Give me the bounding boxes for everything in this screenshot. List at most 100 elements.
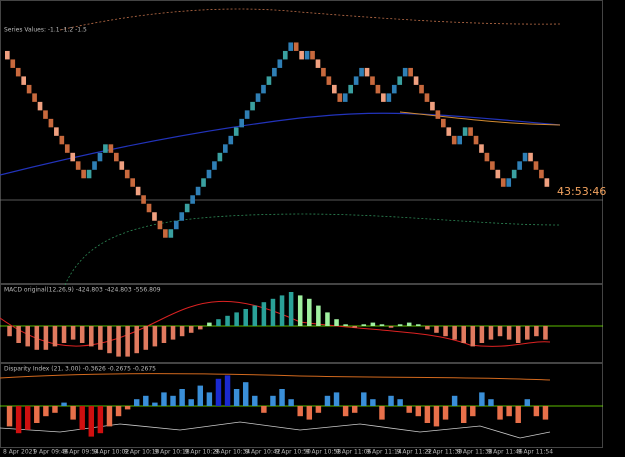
renko-brick [430, 101, 435, 111]
renko-brick [86, 169, 92, 179]
time-label: 9 Apr 10:02 [94, 449, 129, 456]
disparity-bar [524, 399, 531, 406]
disparity-bar [152, 402, 158, 406]
renko-brick [157, 220, 163, 230]
renko-brick [462, 127, 468, 136]
macd-bar [443, 326, 448, 337]
disparity-bar [52, 406, 58, 413]
renko-brick [146, 203, 152, 213]
disparity-bar [433, 406, 440, 427]
disparity-bar [143, 395, 149, 406]
renko-brick [402, 67, 408, 77]
renko-brick [119, 161, 125, 170]
renko-brick [261, 84, 266, 94]
disparity-bar [406, 406, 412, 413]
disparity-bar [106, 406, 113, 427]
renko-brick [135, 186, 141, 196]
macd-bar [379, 324, 385, 326]
disparity-bar [279, 389, 285, 406]
renko-brick [223, 144, 228, 153]
macd-bar [43, 326, 49, 350]
disparity-bar [488, 399, 494, 406]
renko-brick [332, 84, 337, 94]
time-label: 9 Apr 10:42 [245, 449, 280, 456]
disparity-bar [233, 389, 240, 406]
renko-brick [239, 118, 244, 128]
macd-bar [70, 326, 76, 340]
time-label: 9 Apr 09:46 [33, 449, 68, 456]
renko-brick [266, 76, 272, 85]
renko-brick [163, 229, 168, 238]
upper-envelope [59, 8, 561, 31]
disparity-bar [261, 406, 267, 413]
renko-brick [522, 152, 528, 162]
renko-brick [342, 93, 348, 102]
renko-brick [500, 178, 506, 187]
renko-brick [511, 169, 517, 179]
macd-bar [225, 315, 230, 326]
renko-brick [255, 93, 261, 102]
macd-bar [188, 326, 194, 333]
time-label: 9 Apr 10:34 [215, 449, 250, 456]
renko-brick [517, 161, 522, 170]
macd-bar [261, 302, 267, 326]
disparity-bar [306, 406, 313, 420]
renko-brick [92, 161, 97, 170]
disparity-bar [442, 406, 449, 420]
macd-bar [79, 326, 85, 343]
renko-brick [250, 101, 255, 111]
disparity-bar [133, 399, 140, 406]
macd-bar [497, 326, 503, 337]
disparity-bar [388, 395, 394, 406]
renko-brick [381, 93, 386, 102]
macd-bar [352, 326, 357, 328]
renko-brick [495, 169, 501, 179]
renko-brick [190, 195, 195, 204]
moving-average-slow [399, 111, 561, 126]
disparity-bar [70, 406, 76, 420]
time-label: 9 Apr 11:30 [427, 449, 462, 456]
renko-brick [124, 169, 130, 179]
disparity-bar [170, 395, 176, 406]
renko-brick [75, 161, 81, 170]
renko-brick [326, 76, 332, 85]
disparity-upper [0, 373, 551, 381]
renko-brick [397, 76, 403, 85]
renko-brick [152, 212, 157, 221]
disparity-bar [424, 406, 431, 423]
renko-brick [490, 161, 495, 170]
disparity-bar [115, 406, 122, 417]
renko-brick [277, 59, 283, 68]
disparity-bar [297, 406, 303, 417]
disparity-bar [179, 389, 185, 406]
renko-brick [539, 169, 544, 179]
disparity-bar [470, 406, 476, 417]
disparity-label: Disparity Index (21, 3.00) -0.3626 -0.26… [4, 366, 156, 373]
renko-brick [228, 135, 234, 145]
macd-bar [198, 326, 203, 330]
disparity-bar [288, 399, 294, 406]
pane-borders [0, 0, 603, 448]
disparity-bar [206, 392, 213, 406]
time-label: 9 Apr 10:10 [124, 449, 159, 456]
disparity-bar [224, 375, 231, 406]
macd-bar [98, 326, 103, 350]
renko-brick [217, 152, 223, 162]
renko-brick [5, 50, 10, 60]
renko-brick [359, 67, 364, 77]
macd-bar [134, 326, 139, 354]
renko-brick [419, 84, 424, 94]
renko-brick [37, 101, 43, 111]
disparity-bar [479, 392, 485, 406]
macd-bar [89, 326, 94, 347]
macd-bar [343, 324, 348, 326]
macd-bar [270, 298, 276, 326]
macd-bar [7, 326, 12, 337]
macd-bar [515, 326, 521, 343]
macd-bar [361, 324, 367, 326]
renko-brick [468, 127, 473, 136]
renko-brick [81, 169, 86, 179]
renko-brick [506, 178, 512, 187]
renko-brick [528, 152, 533, 162]
